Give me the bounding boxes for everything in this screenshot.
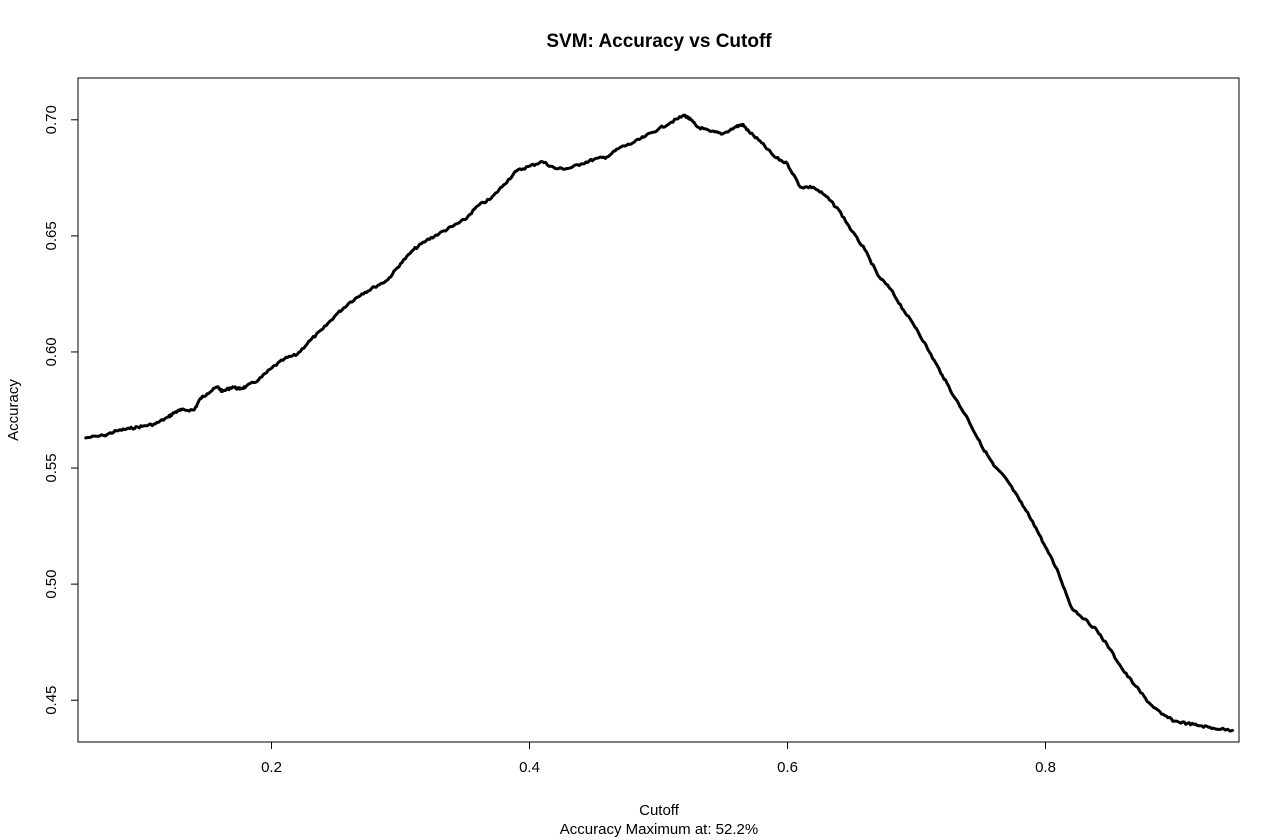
x-tick-label: 0.2 (261, 759, 282, 776)
x-tick-label: 0.4 (519, 759, 540, 776)
x-axis-label: Cutoff (639, 802, 680, 819)
plot-frame (77, 77, 1240, 743)
x-tick-label: 0.6 (777, 759, 798, 776)
y-tick-label: 0.60 (43, 337, 60, 366)
x-axis: 0.2 0.4 0.6 0.8 (261, 742, 1056, 776)
accuracy-series-line (84, 113, 1234, 733)
x-axis-sublabel: Accuracy Maximum at: 52.2% (560, 821, 758, 838)
y-tick-label: 0.45 (43, 686, 60, 715)
y-tick-label: 0.55 (43, 453, 60, 482)
chart-title: SVM: Accuracy vs Cutoff (546, 31, 772, 52)
y-axis: 0.45 0.50 0.55 0.60 0.65 0.70 (43, 105, 78, 715)
x-tick-label: 0.8 (1035, 759, 1056, 776)
y-tick-label: 0.65 (43, 221, 60, 250)
y-axis-label: Accuracy (5, 379, 22, 441)
y-tick-label: 0.70 (43, 105, 60, 134)
y-tick-label: 0.50 (43, 570, 60, 599)
